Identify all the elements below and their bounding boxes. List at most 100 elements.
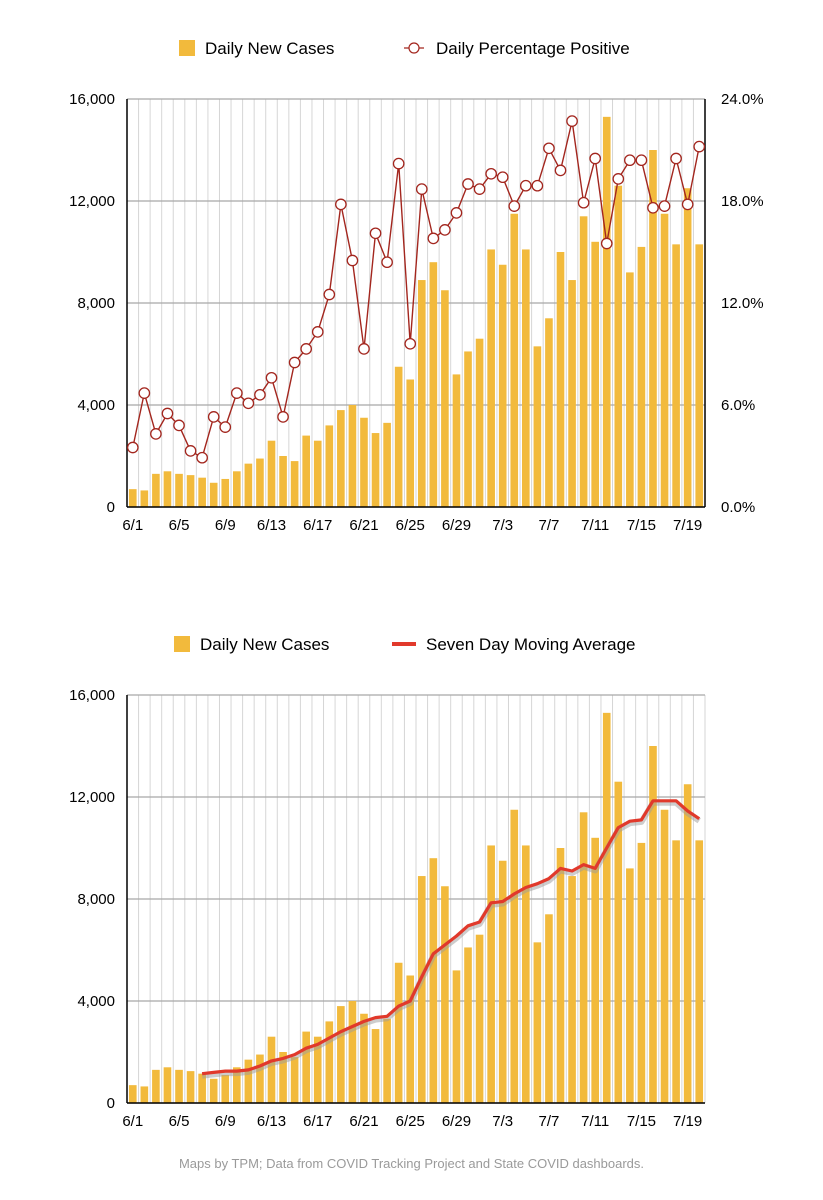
percent-positive-point-7/17 xyxy=(658,200,671,212)
y-left-tick-label: 0 xyxy=(107,1095,115,1112)
percent-positive-point-6/7 xyxy=(196,451,208,464)
percent-positive-point-6/2 xyxy=(138,387,151,399)
percent-positive-point-6/15 xyxy=(288,356,301,369)
bar-6/26 xyxy=(417,280,426,507)
y-right-tick-label: 6.0% xyxy=(721,397,755,414)
y-right-tick-label: 24.0% xyxy=(721,91,764,108)
bar-6/21 xyxy=(360,417,368,507)
bar-6/18 xyxy=(325,425,334,507)
y-left-tick-label: 8,000 xyxy=(77,295,115,312)
percent-positive-point-6/22 xyxy=(369,227,382,240)
percent-positive-point-7/3 xyxy=(496,171,509,184)
bar-7/7 xyxy=(545,318,553,507)
x-tick-label: 6/13 xyxy=(257,1113,286,1130)
percent-positive-point-7/19 xyxy=(681,198,694,211)
y-right-tick-label: 18.0% xyxy=(721,193,764,210)
percent-positive-point-6/21 xyxy=(358,343,370,355)
percent-positive-point-7/14 xyxy=(624,154,636,167)
bar-6/16 xyxy=(302,1031,310,1103)
bar-7/4 xyxy=(510,809,519,1103)
bar-6/12 xyxy=(256,1054,264,1103)
percent-positive-point-6/16 xyxy=(300,343,313,355)
bar-6/17 xyxy=(313,440,322,507)
bar-6/15 xyxy=(290,1057,299,1103)
bar-6/25 xyxy=(406,975,415,1103)
y-left-tick-label: 16,000 xyxy=(69,91,115,108)
y-right-tick-label: 0.0% xyxy=(721,499,755,516)
bar-7/3 xyxy=(498,264,507,507)
percent-positive-point-6/17 xyxy=(311,326,324,338)
bar-7/11 xyxy=(591,241,599,508)
percent-positive-point-7/18 xyxy=(670,152,682,165)
bar-7/7 xyxy=(545,914,553,1103)
moving-average-chart: Daily New Cases Seven Day Moving Average 0… xyxy=(69,635,706,1130)
bar-6/25 xyxy=(406,379,415,507)
percent-positive-point-6/30 xyxy=(462,178,474,190)
percent-positive-point-6/1 xyxy=(126,441,139,454)
bar-7/10 xyxy=(579,812,588,1103)
bar-6/12 xyxy=(256,458,264,507)
bar-6/18 xyxy=(325,1021,334,1103)
bar-7/19 xyxy=(683,784,692,1103)
bar-6/28 xyxy=(441,290,449,507)
bar-6/13 xyxy=(267,1036,276,1103)
x-tick-label: 6/29 xyxy=(442,1113,471,1130)
percent-positive-point-7/10 xyxy=(577,196,590,209)
y-left-tick-label: 16,000 xyxy=(69,687,115,704)
legend-marker-swatch xyxy=(408,42,420,54)
percent-positive-point-7/12 xyxy=(600,237,613,250)
bar-7/13 xyxy=(614,781,623,1103)
moving-average-line xyxy=(201,799,701,1076)
percent-positive-point-6/24 xyxy=(392,157,405,170)
bar-7/15 xyxy=(637,842,646,1103)
bar-7/1 xyxy=(475,934,484,1103)
x-tick-label: 6/25 xyxy=(396,517,425,534)
percent-positive-point-6/13 xyxy=(265,371,278,384)
bar-6/21 xyxy=(360,1013,368,1103)
bar-6/13 xyxy=(267,440,276,507)
bar-7/9 xyxy=(568,876,576,1103)
bar-6/14 xyxy=(279,1052,287,1103)
percent-positive-point-7/9 xyxy=(566,115,578,127)
bar-6/1 xyxy=(128,489,137,507)
percent-positive-chart: Daily New Cases Daily Percentage Positive… xyxy=(69,39,764,534)
percent-positive-point-7/15 xyxy=(635,154,648,167)
percent-positive-point-6/19 xyxy=(335,198,347,211)
bar-7/18 xyxy=(672,244,680,507)
legend-bar-swatch xyxy=(179,40,195,56)
bar-6/7 xyxy=(198,1073,206,1103)
legend-line-label: Daily Percentage Positive xyxy=(436,39,630,58)
bar-7/19 xyxy=(683,188,692,507)
bar-7/1 xyxy=(475,338,484,507)
bar-6/16 xyxy=(302,435,310,507)
bar-6/19 xyxy=(337,410,345,507)
percent-positive-point-6/3 xyxy=(150,428,162,440)
x-tick-label: 7/15 xyxy=(627,517,656,534)
bar-6/1 xyxy=(128,1085,137,1103)
bar-6/6 xyxy=(186,1071,195,1103)
x-tick-label: 6/5 xyxy=(169,517,190,534)
bar-6/23 xyxy=(383,1018,391,1103)
bar-7/11 xyxy=(591,837,599,1103)
bar-7/16 xyxy=(649,746,657,1103)
x-tick-label: 6/21 xyxy=(349,1113,378,1130)
x-tick-label: 7/7 xyxy=(539,517,560,534)
bar-7/2 xyxy=(487,845,495,1103)
bar-7/16 xyxy=(649,150,657,507)
percent-positive-point-6/28 xyxy=(439,224,451,236)
bar-7/8 xyxy=(556,848,565,1103)
x-tick-label: 7/15 xyxy=(627,1113,656,1130)
bar-7/17 xyxy=(660,213,669,507)
chart-legend: Daily New Cases Daily Percentage Positive xyxy=(179,39,630,58)
x-tick-label: 7/19 xyxy=(673,1113,702,1130)
percent-positive-point-6/5 xyxy=(173,419,185,432)
bar-6/24 xyxy=(394,962,403,1103)
x-tick-label: 6/1 xyxy=(122,1113,143,1130)
bar-7/20 xyxy=(695,244,704,507)
bar-7/13 xyxy=(614,185,623,507)
bar-7/4 xyxy=(510,213,519,507)
x-tick-label: 6/29 xyxy=(442,517,471,534)
y-left-tick-label: 4,000 xyxy=(77,397,115,414)
legend-bars-label: Daily New Cases xyxy=(205,39,334,58)
y-left-tick-label: 0 xyxy=(107,499,115,516)
